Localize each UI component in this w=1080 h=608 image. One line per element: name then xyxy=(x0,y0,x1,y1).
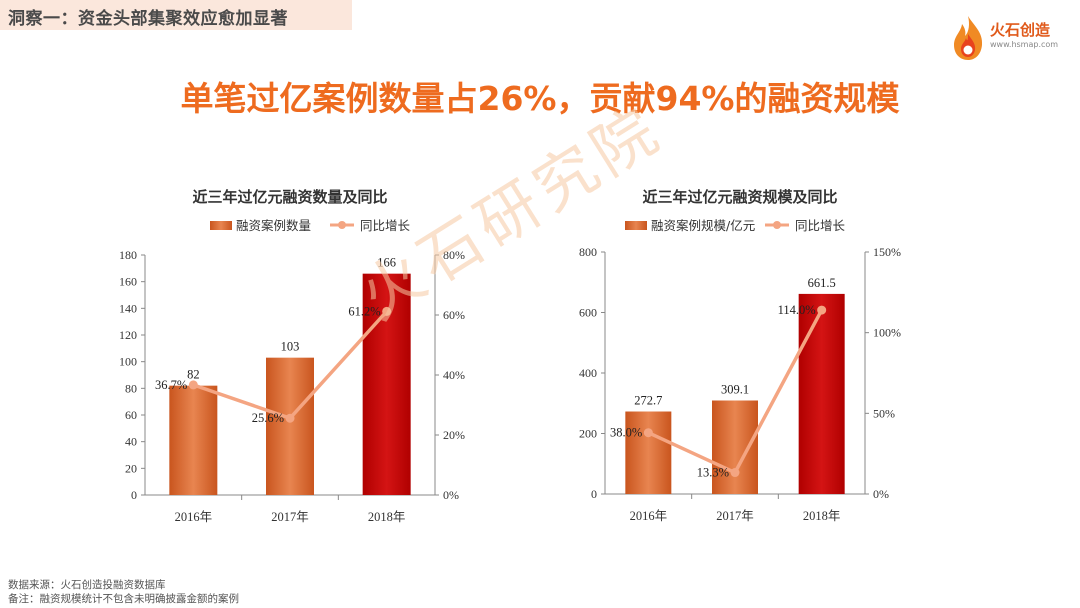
x-tick-label: 2017年 xyxy=(271,510,309,524)
y-tick-label-left: 180 xyxy=(119,248,137,262)
bar-data-label: 272.7 xyxy=(634,394,662,408)
chart-amount: 近三年过亿元融资规模及同比融资案例规模/亿元 同比增长 0 200 400 600 800 0… xyxy=(540,180,940,540)
legend-line-marker xyxy=(773,221,781,229)
y-tick-label-left: 0 xyxy=(131,488,137,502)
y-tick-label-left: 140 xyxy=(119,301,137,315)
bar-data-label: 82 xyxy=(187,368,200,382)
bar xyxy=(625,411,672,494)
footer-note: 备注：融资规模统计不包含未明确披露金额的案例 xyxy=(8,593,239,605)
x-tick-label: 2016年 xyxy=(630,509,668,523)
y-tick-label-right: 150% xyxy=(873,245,901,259)
y-tick-label-left: 80 xyxy=(125,381,137,395)
legend-bar-label: 融资案例规模/亿元 xyxy=(651,218,755,233)
x-tick-label: 2016年 xyxy=(175,510,213,524)
legend-line-marker xyxy=(338,221,346,229)
x-tick-label: 2017年 xyxy=(716,509,754,523)
x-tick-label: 2018年 xyxy=(368,510,406,524)
logo-name: 火石创造 xyxy=(990,21,1051,39)
y-tick-label-right: 0% xyxy=(873,487,889,501)
y-tick-label-left: 40 xyxy=(125,435,137,449)
growth-point xyxy=(730,468,740,478)
y-tick-label-left: 100 xyxy=(119,355,137,369)
section-title: 洞察一：资金头部集聚效应愈加显著 xyxy=(8,9,288,29)
footer-source: 数据来源：火石创造投融资数据库 xyxy=(8,579,166,591)
y-tick-label-right: 20% xyxy=(443,428,465,442)
y-tick-label-left: 20 xyxy=(125,461,137,475)
legend-line-label: 同比增长 xyxy=(795,218,846,233)
logo: 火石创造 www.hsmap.com xyxy=(950,14,1065,62)
headline: 单笔过亿案例数量占26%，贡献94%的融资规模 xyxy=(180,79,900,118)
bar-data-label: 309.1 xyxy=(721,382,749,396)
growth-data-label: 25.6% xyxy=(252,411,284,425)
y-tick-label-right: 0% xyxy=(443,488,459,502)
bar-data-label: 166 xyxy=(377,256,396,270)
y-tick-label-left: 600 xyxy=(579,306,597,320)
growth-data-label: 36.7% xyxy=(155,378,187,392)
y-tick-label-right: 80% xyxy=(443,248,465,262)
bar xyxy=(266,357,314,495)
y-tick-label-left: 200 xyxy=(579,427,597,441)
growth-point xyxy=(188,380,198,390)
legend-bar-swatch xyxy=(625,221,647,230)
growth-point xyxy=(817,305,827,315)
bar-data-label: 661.5 xyxy=(808,276,836,290)
flame-icon xyxy=(954,16,983,60)
chart-title: 近三年过亿元融资规模及同比 xyxy=(642,188,837,206)
logo-url: www.hsmap.com xyxy=(990,40,1059,49)
bar xyxy=(798,293,845,494)
legend-line-label: 同比增长 xyxy=(360,218,411,233)
y-tick-label-right: 50% xyxy=(873,406,895,420)
bar xyxy=(712,400,758,494)
growth-data-label: 13.3% xyxy=(697,466,729,480)
legend-bar-swatch xyxy=(210,221,232,230)
y-tick-label-right: 60% xyxy=(443,308,465,322)
growth-point xyxy=(285,413,295,423)
y-tick-label-left: 60 xyxy=(125,408,137,422)
bar-data-label: 103 xyxy=(281,340,300,354)
header-band xyxy=(0,0,352,30)
y-tick-label-left: 800 xyxy=(579,245,597,259)
y-tick-label-right: 40% xyxy=(443,368,465,382)
y-tick-label-left: 0 xyxy=(591,487,597,501)
growth-data-label: 114.0% xyxy=(778,303,816,317)
chart-title: 近三年过亿元融资数量及同比 xyxy=(192,188,387,206)
legend-bar-label: 融资案例数量 xyxy=(236,218,311,233)
growth-data-label: 38.0% xyxy=(610,426,642,440)
y-tick-label-left: 160 xyxy=(119,275,137,289)
growth-point xyxy=(382,306,392,316)
growth-data-label: 61.2% xyxy=(348,304,380,318)
y-tick-label-left: 120 xyxy=(119,328,137,342)
y-tick-label-left: 400 xyxy=(579,366,597,380)
growth-point xyxy=(643,428,653,438)
x-tick-label: 2018年 xyxy=(803,509,841,523)
chart-count: 近三年过亿元融资数量及同比融资案例数量 同比增长 0 20 40 60 80 100 120 14… xyxy=(80,180,500,540)
bar xyxy=(169,385,218,495)
y-tick-label-right: 100% xyxy=(873,326,901,340)
